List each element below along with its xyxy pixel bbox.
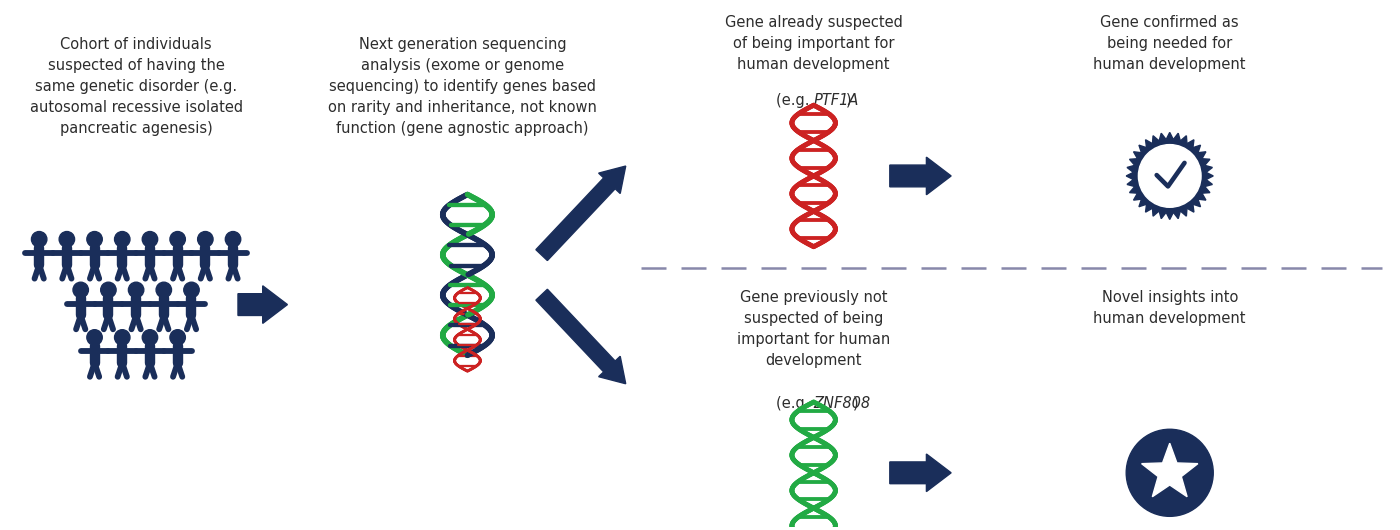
Text: (e.g.: (e.g.: [776, 93, 813, 108]
Circle shape: [1126, 429, 1214, 516]
Circle shape: [129, 282, 144, 298]
Text: ): ): [853, 395, 858, 411]
FancyArrow shape: [536, 166, 626, 261]
FancyArrow shape: [890, 157, 951, 195]
Text: Next generation sequencing
analysis (exome or genome
sequencing) to identify gen: Next generation sequencing analysis (exo…: [328, 38, 596, 136]
Circle shape: [73, 282, 88, 298]
Text: Gene confirmed as
being needed for
human development: Gene confirmed as being needed for human…: [1093, 15, 1246, 72]
Text: Cohort of individuals
suspected of having the
same genetic disorder (e.g.
autoso: Cohort of individuals suspected of havin…: [29, 38, 242, 136]
FancyArrow shape: [890, 454, 951, 492]
Circle shape: [155, 282, 172, 298]
Circle shape: [115, 330, 130, 345]
Polygon shape: [1126, 132, 1214, 219]
Text: ): ): [846, 93, 853, 108]
Text: Gene already suspected
of being important for
human development: Gene already suspected of being importan…: [725, 15, 903, 72]
Circle shape: [197, 232, 213, 247]
Circle shape: [101, 282, 116, 298]
Circle shape: [87, 330, 102, 345]
Circle shape: [1138, 145, 1201, 207]
Circle shape: [169, 232, 185, 247]
Circle shape: [169, 330, 185, 345]
Circle shape: [143, 232, 158, 247]
FancyArrow shape: [238, 286, 287, 323]
Text: Novel insights into
human development: Novel insights into human development: [1093, 290, 1246, 326]
Circle shape: [31, 232, 46, 247]
Circle shape: [143, 330, 158, 345]
Text: (e.g.: (e.g.: [776, 395, 813, 411]
Text: Gene previously not
suspected of being
important for human
development: Gene previously not suspected of being i…: [736, 290, 890, 368]
Text: ZNF808: ZNF808: [813, 395, 871, 411]
Circle shape: [183, 282, 199, 298]
Circle shape: [87, 232, 102, 247]
FancyArrow shape: [536, 289, 626, 384]
Circle shape: [59, 232, 74, 247]
Circle shape: [225, 232, 241, 247]
Circle shape: [115, 232, 130, 247]
Polygon shape: [1141, 443, 1198, 497]
Text: PTF1A: PTF1A: [813, 93, 860, 108]
